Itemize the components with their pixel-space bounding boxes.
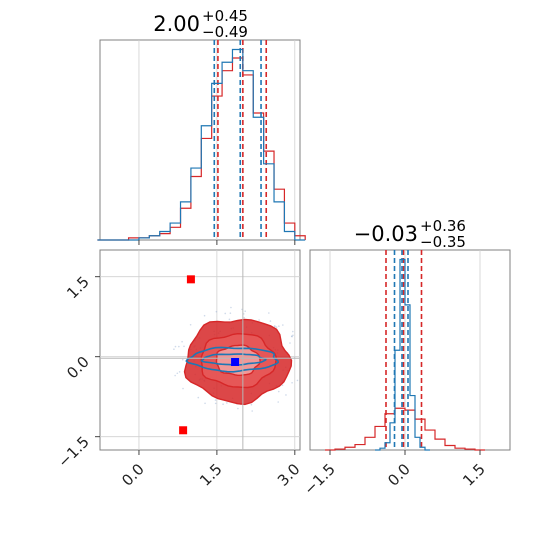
scatter-point (281, 384, 284, 387)
scatter-point (178, 371, 181, 373)
hist-param1-series-1 (97, 48, 306, 241)
scatter-point (292, 334, 294, 337)
title-minus-error: −0.49 (202, 23, 248, 41)
scatter-point (277, 401, 280, 403)
sample-contour-level-0 (200, 353, 267, 366)
hist-param2-series-0 (325, 407, 485, 451)
scatter-point (224, 312, 227, 315)
scatter-point (226, 402, 228, 404)
marker-square-0 (186, 275, 195, 284)
scatter-point (183, 345, 185, 348)
scatter-point (296, 379, 299, 382)
hist-param2-x-tick-label: 1.5 (459, 460, 489, 490)
scatter-point (274, 325, 276, 328)
joint-x-tick-label: 0.0 (118, 460, 148, 490)
scatter-point (174, 374, 176, 377)
scatter-point (174, 345, 177, 348)
joint-x-tick-label: 3.0 (274, 460, 304, 490)
scatter-point (230, 306, 232, 309)
scatter-point (282, 324, 284, 326)
scatter-point (275, 326, 278, 328)
scatter-point (181, 340, 183, 343)
scatter-point (173, 348, 175, 351)
joint-y-tick-label: −1.5 (54, 433, 92, 471)
hist-param2-title: −0.03 +0.36 −0.35 (354, 217, 466, 251)
scatter-point (289, 342, 291, 344)
hist-param2-x-tick-label: 0.0 (384, 460, 414, 490)
title-plus-error: +0.45 (202, 7, 248, 25)
hist-param1-title: 2.00 +0.45 −0.49 (153, 7, 248, 41)
scatter-point (277, 390, 280, 393)
scatter-point (251, 410, 254, 412)
scatter-point (291, 381, 293, 384)
joint-y-tick-label: 0.0 (63, 353, 93, 383)
scatter-point (215, 310, 218, 313)
joint-y-tick-label: 1.5 (63, 273, 93, 303)
title-plus-error: +0.36 (420, 217, 466, 235)
scatter-point (222, 403, 224, 405)
scatter-point (182, 387, 184, 390)
scatter-point (189, 323, 192, 326)
scatter-point (291, 335, 293, 338)
sample-contour-level-1 (185, 346, 279, 373)
scatter-point (229, 312, 232, 314)
scatter-point (244, 310, 247, 313)
scatter-point (214, 402, 217, 405)
marker-square-2 (231, 358, 240, 366)
scatter-point (243, 316, 245, 319)
scatter-point (269, 320, 272, 322)
title-minus-error: −0.35 (420, 233, 466, 251)
scatter-point (214, 399, 217, 401)
scatter-point (268, 312, 270, 314)
marker-square-1 (179, 426, 188, 435)
scatter-point (204, 402, 206, 405)
scatter-point (258, 319, 260, 321)
hist-param2-x-tick-label: −1.5 (300, 460, 338, 498)
scatter-point (197, 396, 200, 399)
scatter-point (178, 345, 180, 348)
title-value: 2.00 (153, 12, 200, 36)
hist-param1-frame (99, 39, 301, 241)
title-value: −0.03 (354, 222, 418, 246)
scatter-point (285, 394, 287, 396)
scatter-point (228, 318, 231, 321)
scatter-point (237, 407, 239, 410)
scatter-point (250, 403, 253, 406)
scatter-point (291, 330, 294, 333)
scatter-point (278, 325, 280, 327)
scatter-point (181, 358, 184, 361)
scatter-point (203, 314, 206, 317)
scatter-point (176, 372, 179, 375)
joint-x-tick-label: 1.5 (196, 460, 226, 490)
